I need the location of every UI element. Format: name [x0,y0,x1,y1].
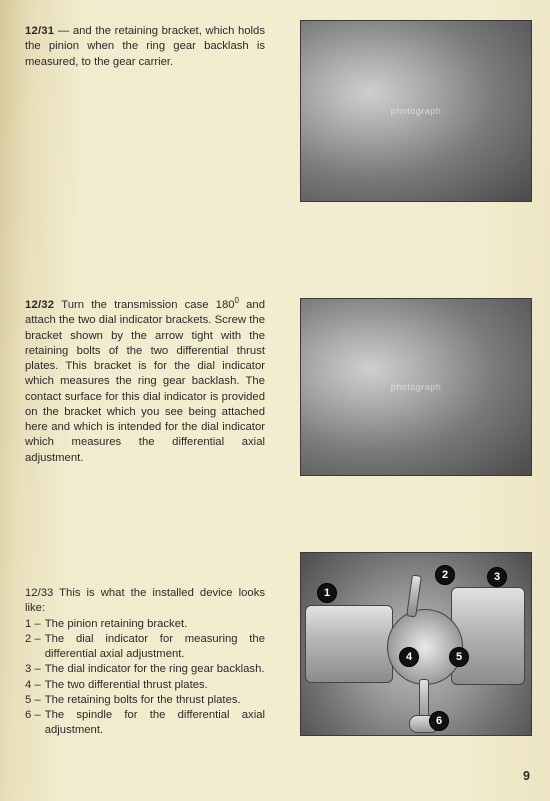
lead-12-33: 12/33 [25,587,53,599]
photo-12-31-placeholder: photograph [301,21,531,201]
list-12-33: 1 –The pinion retaining bracket.2 –The d… [25,617,265,739]
diagram-callout-3: 3 [487,567,507,587]
list-item: 3 –The dial indicator for the ring gear … [25,662,265,677]
diagram-callout-4: 4 [399,647,419,667]
body-12-32-a: Turn the transmission case 180 [54,299,234,311]
list-item-number: 6 – [25,708,41,723]
body-12-32-b: and attach the two dial indicator bracke… [25,299,265,464]
list-item: 4 –The two differential thrust plates. [25,678,265,693]
diagram-case-right [451,587,525,685]
diagram-callout-1: 1 [317,583,337,603]
list-item-number: 5 – [25,693,41,708]
list-item-number: 3 – [25,662,41,677]
diagram-callout-5: 5 [449,647,469,667]
photo-12-32-placeholder: photograph [301,299,531,475]
diagram-12-33: 1 2 3 4 5 6 [300,552,532,736]
list-item-text: The dial indicator for measuring the dif… [41,632,265,663]
section-12-33-text: 12/33 This is what the installed device … [25,586,265,739]
section-12-32-text: 12/32 Turn the transmission case 1800 an… [25,298,265,466]
list-item: 5 –The retaining bolts for the thrust pl… [25,693,265,708]
lead-12-31: 12/31 [25,25,54,37]
list-item-text: The two differential thrust plates. [41,678,265,693]
intro-12-33: 12/33 This is what the installed device … [25,586,265,617]
list-item: 6 –The spindle for the differential axia… [25,708,265,739]
lead-12-32: 12/32 [25,299,54,311]
list-item-number: 4 – [25,678,41,693]
list-item-text: The retaining bolts for the thrust plate… [41,693,265,708]
diagram-callout-2: 2 [435,565,455,585]
diagram-case-left [305,605,393,683]
page-number: 9 [523,769,530,783]
list-item-number: 2 – [25,632,41,647]
photo-12-31: photograph [300,20,532,202]
body-12-31: — and the retaining bracket, which holds… [25,25,265,68]
section-12-31-text: 12/31 — and the retaining bracket, which… [25,24,265,70]
list-item-text: The dial indicator for the ring gear bac… [41,662,265,677]
list-item: 1 –The pinion retaining bracket. [25,617,265,632]
list-item-text: The spindle for the differential axial a… [41,708,265,739]
list-item: 2 –The dial indicator for measuring the … [25,632,265,663]
photo-12-32: photograph [300,298,532,476]
list-item-text: The pinion retaining bracket. [41,617,265,632]
diagram-callout-6: 6 [429,711,449,731]
diagram-center-housing [387,609,463,685]
page: 12/31 — and the retaining bracket, which… [0,0,550,801]
intro-12-33-body: This is what the installed device looks … [25,587,265,614]
list-item-number: 1 – [25,617,41,632]
